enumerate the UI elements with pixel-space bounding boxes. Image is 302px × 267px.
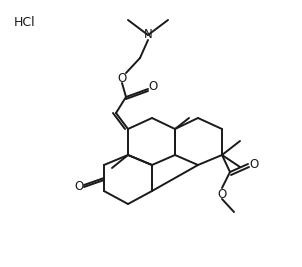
Text: O: O xyxy=(148,80,158,93)
Text: O: O xyxy=(217,187,226,201)
Text: O: O xyxy=(117,72,127,84)
Text: HCl: HCl xyxy=(14,15,36,29)
Text: O: O xyxy=(249,158,259,171)
Text: O: O xyxy=(74,179,84,193)
Text: N: N xyxy=(144,29,153,41)
